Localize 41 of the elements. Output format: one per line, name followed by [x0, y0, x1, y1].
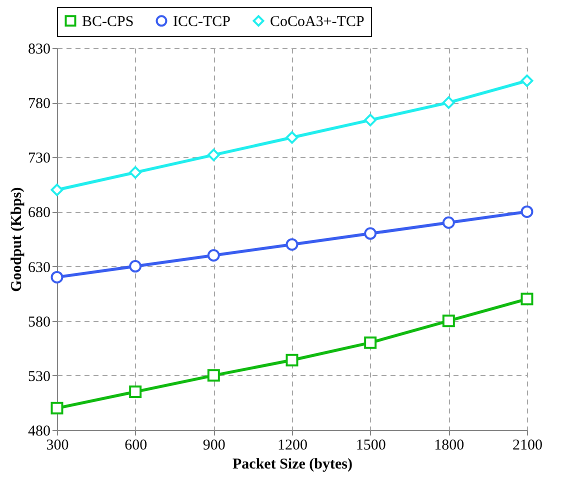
x-tick-label: 2100: [512, 438, 542, 454]
y-tick-label: 630: [28, 260, 50, 276]
y-tick-label: 480: [28, 424, 50, 440]
point: [207, 148, 220, 162]
point: [286, 354, 298, 366]
point: [207, 369, 220, 382]
y-tick-label: 780: [28, 96, 50, 112]
y-tick-label: 680: [28, 205, 50, 222]
point: [50, 184, 64, 196]
legend-label: BC-CPS: [82, 14, 134, 30]
point: [442, 314, 455, 328]
y-tick-label: 530: [28, 368, 50, 385]
point: [129, 386, 142, 398]
x-tick-label: 1500: [356, 438, 386, 454]
point: [286, 131, 298, 144]
point: [520, 292, 534, 306]
x-tick-label: 600: [124, 438, 148, 454]
x-tick-label: 900: [202, 438, 226, 454]
y-tick-label: 830: [28, 42, 50, 58]
point: [286, 238, 298, 251]
x-axis-title: Packet Size (bytes): [232, 456, 352, 472]
point: [364, 227, 377, 240]
point: [520, 205, 534, 218]
y-tick-label: 730: [28, 150, 50, 167]
point: [364, 114, 377, 126]
legend-label: ICC-TCP: [173, 14, 231, 30]
point: [442, 96, 455, 109]
point: [207, 249, 220, 262]
legend-label: CoCoA3+-TCP: [270, 14, 364, 30]
y-tick-label: 580: [28, 314, 50, 330]
point: [129, 260, 142, 273]
point: [520, 74, 534, 87]
point: [129, 166, 142, 179]
point: [364, 336, 377, 349]
point: [442, 216, 455, 229]
x-tick-label: 1200: [278, 438, 308, 454]
x-tick-label: 1800: [434, 438, 464, 454]
point: [50, 402, 64, 414]
x-tick-label: 300: [46, 438, 69, 454]
point: [50, 270, 64, 284]
y-axis-title: Goodput (Kbps): [9, 187, 25, 292]
